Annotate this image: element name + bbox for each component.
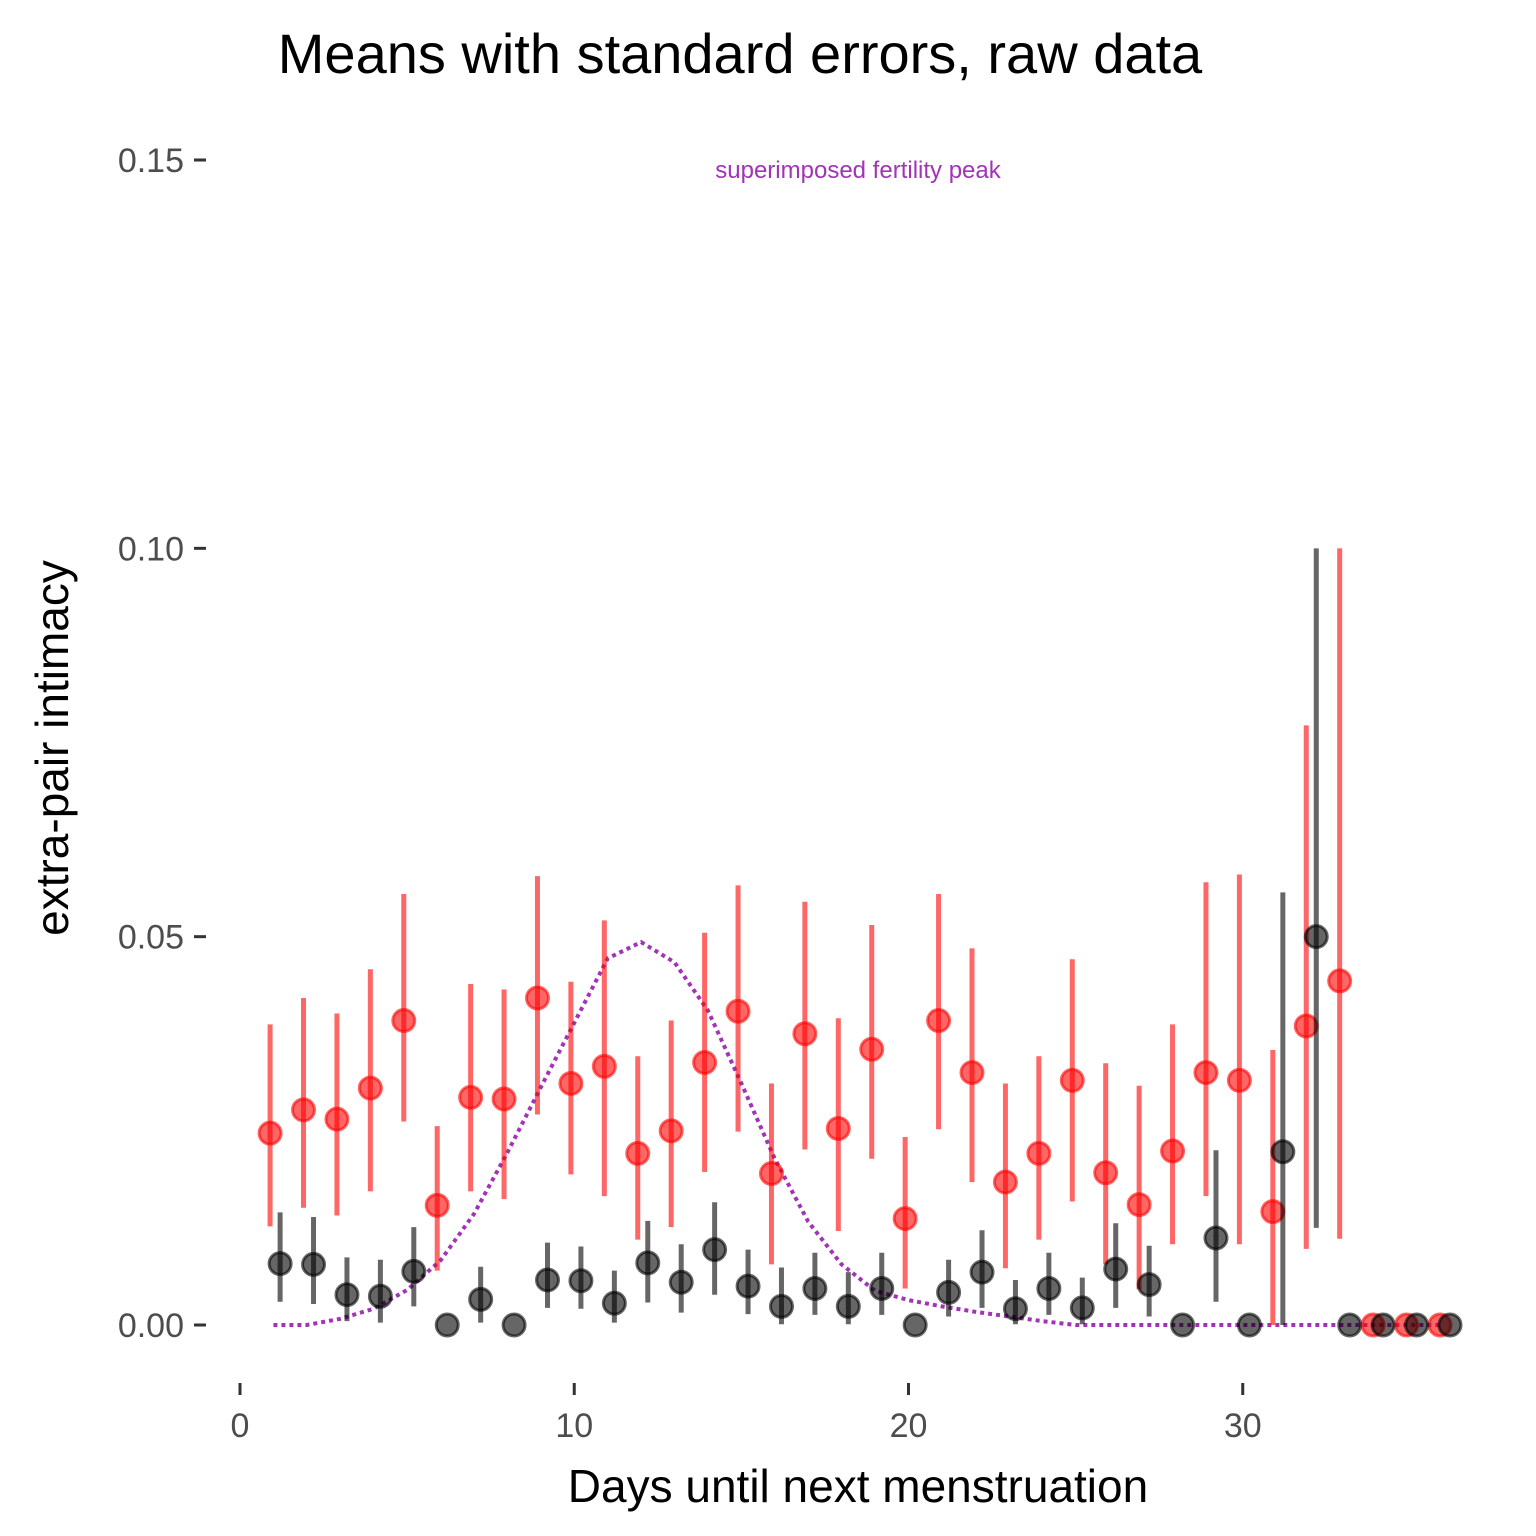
red-series-point — [625, 1140, 651, 1166]
red-series-point — [524, 985, 550, 1011]
red-series-point — [859, 1036, 885, 1062]
red-series-point — [1327, 968, 1353, 994]
black-series-point — [601, 1290, 627, 1316]
black-series-point — [1337, 1312, 1363, 1338]
black-series-point — [535, 1267, 561, 1293]
fertility-peak-line — [273, 939, 1444, 1327]
y-tick-label: 0.00 — [118, 1307, 184, 1345]
red-series-point — [391, 1008, 417, 1034]
black-series-point — [668, 1269, 694, 1295]
black-series-point — [1236, 1312, 1262, 1338]
red-series-point — [825, 1116, 851, 1142]
red-series-point — [1160, 1138, 1186, 1164]
black-series-point — [768, 1293, 794, 1319]
black-series-point — [301, 1251, 327, 1277]
x-tick-label: 10 — [555, 1407, 593, 1445]
black-series-point — [367, 1283, 393, 1309]
red-series-point — [491, 1086, 517, 1112]
black-series-point — [735, 1273, 761, 1299]
y-axis-title: extra-pair intimacy — [26, 560, 78, 936]
red-series-point — [257, 1120, 283, 1146]
red-series-point — [1026, 1140, 1052, 1166]
black-series-point — [1437, 1312, 1463, 1338]
black-series-point — [267, 1251, 293, 1277]
fertility-peak-annotation: superimposed fertility peak — [715, 157, 1001, 184]
black-series-point — [635, 1250, 661, 1276]
red-series-point — [458, 1084, 484, 1110]
y-tick-label: 0.10 — [118, 530, 184, 568]
black-series-point — [1303, 924, 1329, 950]
red-series-point — [992, 1169, 1018, 1195]
black-series-point — [1036, 1275, 1062, 1301]
y-tick-label: 0.05 — [118, 919, 184, 957]
red-series-point — [959, 1060, 985, 1086]
red-series-point — [758, 1161, 784, 1187]
black-series-point — [902, 1312, 928, 1338]
black-series-point — [1103, 1256, 1129, 1282]
black-series-point — [1069, 1295, 1095, 1321]
black-series-point — [936, 1279, 962, 1305]
red-series-point — [591, 1053, 617, 1079]
red-series-point — [792, 1021, 818, 1047]
black-series-point — [1002, 1296, 1028, 1322]
red-series-point — [658, 1118, 684, 1144]
black-series-point — [501, 1312, 527, 1338]
black-series-point — [835, 1293, 861, 1319]
x-tick-label: 0 — [231, 1407, 250, 1445]
black-series-point — [1203, 1225, 1229, 1251]
red-series-point — [558, 1070, 584, 1096]
red-series-point — [1126, 1192, 1152, 1218]
chart-title: Means with standard errors, raw data — [278, 22, 1203, 85]
red-series-point — [692, 1049, 718, 1075]
red-series-point — [892, 1206, 918, 1232]
black-series-point — [1370, 1312, 1396, 1338]
black-series-point — [468, 1286, 494, 1312]
red-series-point — [1059, 1067, 1085, 1093]
black-series-point — [1136, 1272, 1162, 1298]
black-series-point — [434, 1312, 460, 1338]
black-series-point — [1170, 1312, 1196, 1338]
black-series-point — [401, 1258, 427, 1284]
red-series-point — [1093, 1160, 1119, 1186]
red-series-point — [291, 1097, 317, 1123]
red-series-point — [926, 1008, 952, 1034]
black-series-point — [1404, 1312, 1430, 1338]
x-axis: 0 10 20 30 — [231, 1383, 1262, 1445]
red-series-point — [1193, 1060, 1219, 1086]
red-series-point — [424, 1192, 450, 1218]
red-series-point — [357, 1075, 383, 1101]
black-series-point — [334, 1282, 360, 1308]
black-series-point — [1270, 1139, 1296, 1165]
black-series-point — [802, 1275, 828, 1301]
black-series-point — [969, 1259, 995, 1285]
black-series-point — [702, 1237, 728, 1263]
red-series-point — [725, 998, 751, 1024]
plot-area — [257, 548, 1463, 1338]
x-axis-title: Days until next menstruation — [568, 1460, 1148, 1512]
x-tick-label: 20 — [890, 1407, 928, 1445]
black-series-point — [568, 1268, 594, 1294]
red-series-point — [324, 1106, 350, 1132]
black-series-point — [869, 1275, 895, 1301]
y-tick-label: 0.15 — [118, 142, 184, 180]
x-tick-label: 30 — [1224, 1407, 1262, 1445]
red-series-point — [1226, 1067, 1252, 1093]
y-axis: 0.00 0.05 0.10 0.15 — [118, 142, 206, 1345]
